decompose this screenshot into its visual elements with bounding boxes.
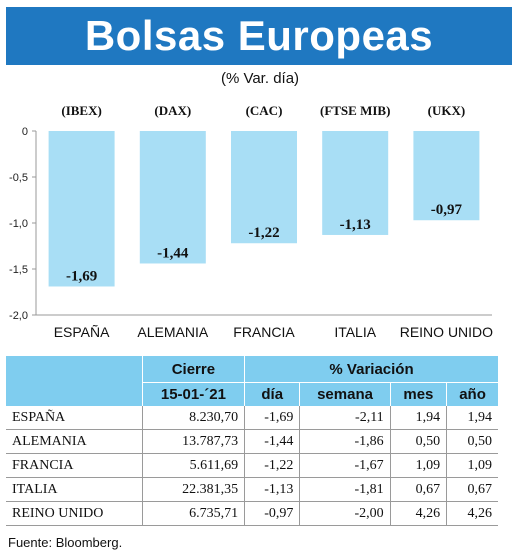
category-label: FRANCIA [233,324,295,340]
row-month: 0,50 [389,429,447,454]
row-year: 0,67 [446,477,498,502]
row-month: 0,67 [389,477,447,502]
header-date: 15-01-´21 [141,382,245,406]
row-week: -1,81 [299,477,391,502]
y-tick-label: -1,5 [9,264,28,276]
row-close: 22.381,35 [141,477,245,502]
table-row: ITALIA 22.381,35 -1,13 -1,81 0,67 0,67 [6,477,498,502]
row-month: 1,09 [389,453,447,478]
row-day: -1,13 [244,477,300,502]
header-week: semana [299,382,391,406]
table-row: ALEMANIA 13.787,73 -1,44 -1,86 0,50 0,50 [6,429,498,454]
title-banner: Bolsas Europeas [6,7,512,65]
row-day: -1,22 [244,453,300,478]
row-name: FRANCIA [6,453,143,478]
row-year: 0,50 [446,429,498,454]
row-name: ESPAÑA [6,406,143,430]
row-close: 13.787,73 [141,429,245,454]
index-label: (FTSE MIB) [320,103,390,118]
index-label: (UKX) [428,103,466,118]
y-tick-label: -1,0 [9,218,28,230]
category-label: ALEMANIA [137,324,208,340]
bar [48,131,115,287]
row-name: REINO UNIDO [6,501,143,526]
category-label: ITALIA [334,324,376,340]
index-label: (CAC) [246,103,283,118]
value-label: -1,13 [340,217,371,233]
category-label: ESPAÑA [54,324,110,340]
header-year: año [446,382,498,406]
y-tick-label: -0,5 [9,172,28,184]
y-tick-label: -2,0 [9,310,28,322]
row-week: -2,00 [299,501,391,526]
row-year: 4,26 [446,501,498,526]
header-day: día [244,382,300,406]
bar [413,131,480,221]
y-tick-label: 0 [22,126,28,138]
row-close: 6.735,71 [141,501,245,526]
row-day: -0,97 [244,501,300,526]
row-year: 1,09 [446,453,498,478]
chart-subtitle: (% Var. día) [220,70,300,87]
bar-chart: 0 -0,5 -1,0 -1,5 -2,0 (IBEX) -1,69 ESPAÑA (DAX) -… [9,103,493,340]
row-close: 8.230,70 [141,406,245,430]
value-label: -1,44 [157,245,189,261]
source-note: Fuente: Bloomberg. [8,535,123,550]
table-row: REINO UNIDO 6.735,71 -0,97 -2,00 4,26 4,26 [6,501,498,526]
header-variation: % Variación [244,356,498,383]
row-month: 4,26 [389,501,447,526]
bar [231,131,297,244]
value-label: -0,97 [431,202,463,218]
data-table: Cierre % Variación 15-01-´21 día semana … [6,356,498,526]
index-label: (DAX) [154,103,191,118]
bar [322,131,389,235]
row-week: -2,11 [299,406,391,430]
row-month: 1,94 [389,406,447,430]
index-label: (IBEX) [61,103,101,118]
table-corner-2 [6,382,143,406]
row-week: -1,86 [299,429,391,454]
table-row: ESPAÑA 8.230,70 -1,69 -2,11 1,94 1,94 [6,406,498,430]
value-label: -1,22 [248,225,279,241]
header-close: Cierre [141,356,245,383]
value-label: -1,69 [66,268,97,284]
row-day: -1,44 [244,429,300,454]
category-label: REINO UNIDO [400,324,493,340]
row-name: ALEMANIA [6,429,143,454]
chart-title: Bolsas Europeas [84,12,434,59]
row-name: ITALIA [6,477,143,502]
row-year: 1,94 [446,406,498,430]
row-week: -1,67 [299,453,391,478]
bar [139,131,206,264]
row-day: -1,69 [244,406,300,430]
table-corner [6,356,143,383]
row-close: 5.611,69 [141,453,245,478]
table-row: FRANCIA 5.611,69 -1,22 -1,67 1,09 1,09 [6,453,498,478]
header-month: mes [389,382,447,406]
